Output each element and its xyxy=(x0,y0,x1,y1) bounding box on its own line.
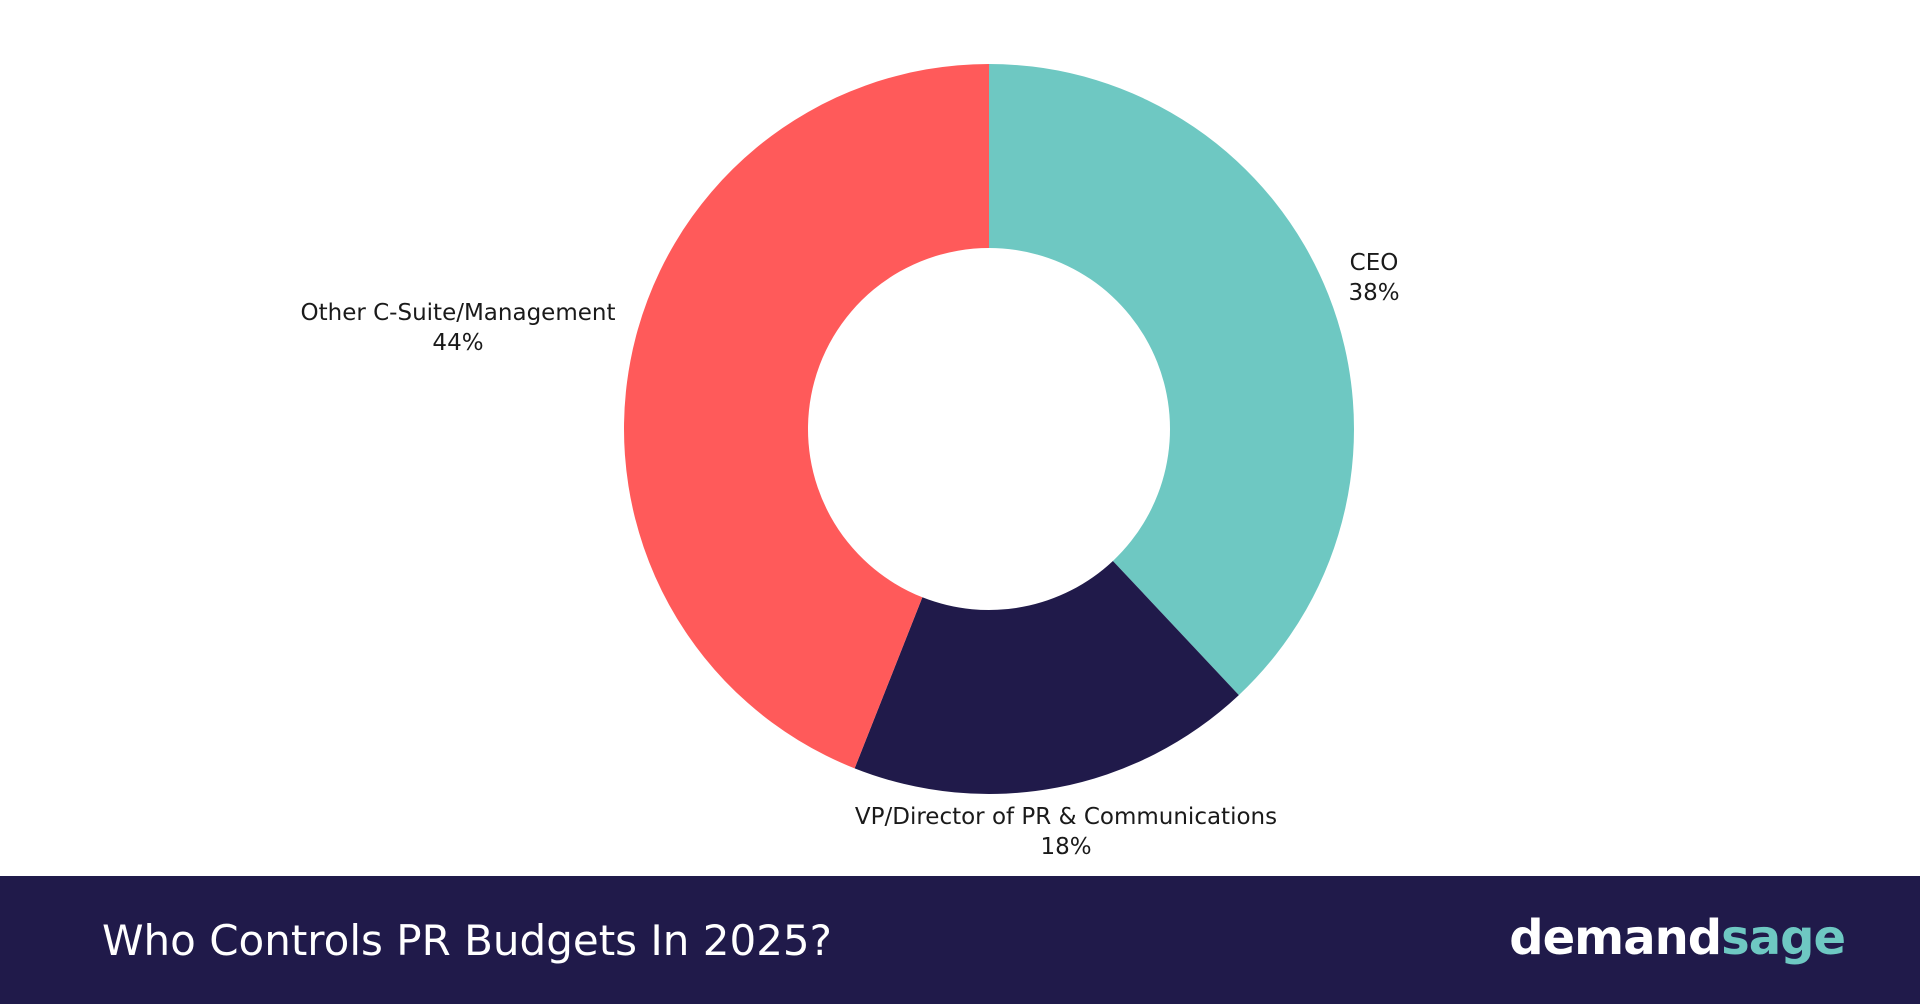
slice-value: 38% xyxy=(1348,280,1400,306)
label-vp-director: VP/Director of PR & Communications 18% xyxy=(855,802,1277,862)
demandsage-logo: demandsage xyxy=(1509,910,1846,966)
slice-other-c-suite-management xyxy=(623,64,989,769)
slice-ceo xyxy=(989,64,1354,696)
slice-label: VP/Director of PR & Communications xyxy=(854,804,1278,830)
slice-value: 18% xyxy=(1040,834,1092,860)
slice-value: 44% xyxy=(432,330,484,356)
chart-title: Who Controls PR Budgets In 2025? xyxy=(102,916,832,965)
label-other-csuite: Other C-Suite/Management 44% xyxy=(301,298,616,358)
label-ceo: CEO 38% xyxy=(1348,248,1399,308)
footer-banner: Who Controls PR Budgets In 2025? demands… xyxy=(0,876,1920,1004)
slice-vp-director-of-pr-communications xyxy=(854,560,1239,794)
slice-label: Other C-Suite/Management xyxy=(300,300,616,326)
slice-label: CEO xyxy=(1349,250,1399,276)
donut-chart xyxy=(623,64,1354,794)
